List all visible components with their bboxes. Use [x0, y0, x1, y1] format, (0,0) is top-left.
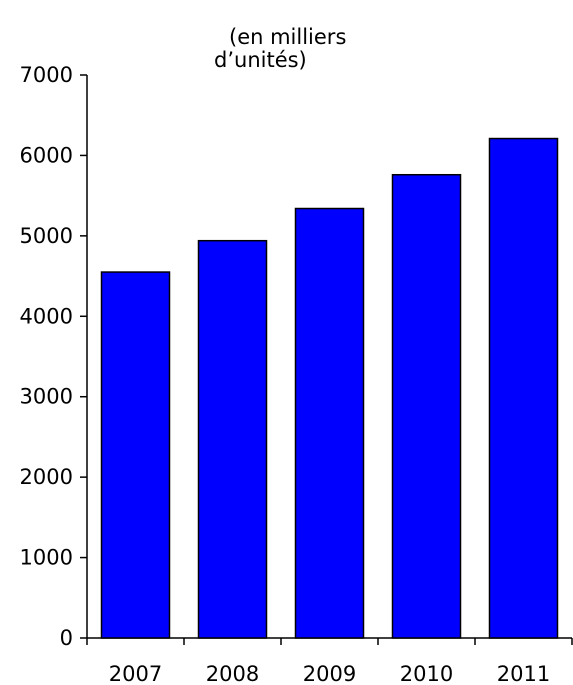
x-tick-label: 2009 [303, 662, 356, 685]
x-axis: 2007 2008 2009 2010 2011 [86, 637, 573, 685]
bar-2009 [294, 207, 365, 639]
chart-title: (en milliers d’unités) [214, 25, 346, 72]
x-tick-label: 2010 [400, 662, 453, 685]
y-tick-label: 5000 [20, 224, 73, 248]
y-tick-label: 1000 [20, 546, 73, 570]
y-tick-label: 3000 [20, 385, 73, 409]
bar-2008 [197, 239, 268, 639]
chart-title-line-2: d’unités) [214, 48, 307, 72]
bar-2010 [391, 173, 462, 639]
y-axis: 0 1000 2000 3000 4000 5000 6000 7000 [20, 63, 88, 650]
y-tick-label: 6000 [20, 143, 73, 167]
y-tick-label: 7000 [20, 63, 73, 87]
y-tick-label: 4000 [20, 304, 73, 328]
bar-2007 [100, 271, 171, 639]
chart-title-line-1: (en milliers [229, 25, 346, 49]
bar-2011 [488, 137, 559, 639]
bars [100, 137, 559, 639]
x-tick-label: 2008 [206, 662, 259, 685]
x-tick-label: 2007 [109, 662, 162, 685]
x-tick-label: 2011 [497, 662, 550, 685]
y-tick-label: 2000 [20, 465, 73, 489]
y-tick-label: 0 [60, 626, 73, 650]
